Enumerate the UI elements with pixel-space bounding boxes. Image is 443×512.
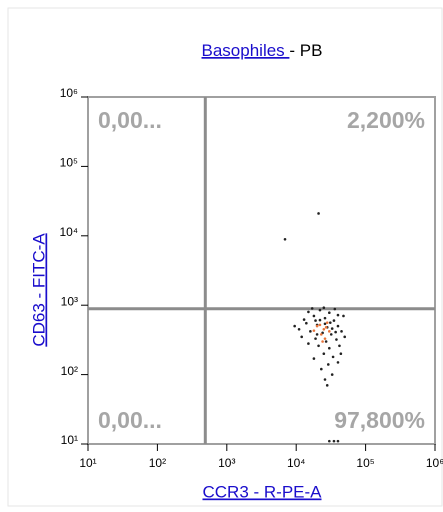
event-dot	[320, 333, 323, 336]
event-dot	[336, 313, 340, 317]
event-dot	[328, 311, 331, 314]
event-dot	[323, 316, 327, 320]
event-dot	[329, 321, 332, 324]
chart-title: Basophiles - PB	[202, 41, 323, 60]
event-dot	[323, 378, 327, 381]
event-dot	[309, 330, 312, 333]
y-axis-label[interactable]: CD63 - FITC-A	[29, 233, 48, 347]
event-dot	[322, 352, 326, 356]
quadrant-label: 97,800%	[334, 407, 425, 433]
event-dot	[331, 355, 335, 359]
event-dot	[317, 212, 320, 215]
panel-border	[7, 7, 443, 507]
event-dot	[326, 363, 330, 366]
event-dot	[297, 327, 301, 331]
event-dot	[310, 307, 314, 310]
event-dot	[329, 333, 333, 336]
title-link[interactable]: Basophiles	[202, 41, 290, 60]
event-dot	[305, 321, 308, 325]
event-dot	[321, 340, 324, 343]
event-dot	[330, 327, 334, 330]
y-tick-label: 10⁵	[60, 156, 78, 170]
quadrant-label: 0,00...	[98, 107, 162, 133]
event-dot	[322, 327, 326, 331]
x-tick-label: 10⁶	[426, 456, 443, 470]
event-dot	[283, 238, 287, 241]
event-dot	[314, 319, 317, 322]
event-dot	[325, 321, 329, 324]
event-dot	[324, 326, 328, 329]
plot-frame	[87, 96, 436, 445]
event-dot	[332, 319, 336, 322]
event-dot	[314, 337, 317, 340]
event-dot	[338, 344, 341, 348]
y-tick-label: 10⁶	[60, 86, 78, 100]
event-dot	[300, 335, 303, 339]
event-dot	[322, 306, 326, 310]
event-dot	[336, 439, 340, 443]
y-tick-label: 10¹	[61, 433, 78, 447]
event-dot	[318, 318, 322, 322]
event-dot	[328, 439, 331, 443]
event-dot	[336, 361, 340, 364]
event-dot	[332, 439, 336, 443]
event-dot	[307, 342, 310, 345]
x-axis-label[interactable]: CCR3 - R-PE-A	[202, 482, 322, 501]
event-dot	[318, 308, 322, 312]
event-dot	[330, 373, 334, 376]
event-dot	[325, 384, 329, 387]
y-tick-label: 10⁴	[59, 225, 78, 239]
event-dot	[317, 344, 320, 348]
event-dot	[320, 367, 323, 371]
title-text: - PB	[289, 41, 322, 60]
event-dot	[315, 333, 319, 336]
event-dot	[336, 324, 340, 328]
x-tick-label: 10²	[149, 456, 166, 470]
quadrant-label: 0,00...	[98, 407, 162, 433]
x-tick-label: 10⁴	[287, 456, 306, 470]
y-tick-label: 10³	[61, 294, 78, 308]
event-dot	[335, 338, 338, 341]
event-dot	[307, 310, 310, 314]
event-dot	[343, 335, 347, 339]
x-tick-label: 10⁵	[356, 456, 374, 470]
event-dot	[312, 357, 316, 360]
event-dot	[334, 330, 337, 334]
event-dot	[302, 318, 306, 321]
x-tick-label: 10¹	[79, 456, 96, 470]
x-tick-label: 10³	[218, 456, 235, 470]
event-dot	[339, 352, 343, 356]
y-tick-label: 10²	[61, 364, 78, 378]
event-dot	[324, 340, 328, 343]
event-dot	[315, 324, 319, 328]
quadrant-label: 2,200%	[347, 107, 425, 133]
event-dot	[312, 329, 316, 332]
event-dot	[323, 337, 327, 340]
event-dot	[318, 323, 322, 327]
event-dot	[293, 324, 296, 328]
event-dot	[323, 322, 327, 326]
event-dot	[333, 307, 337, 311]
event-dot	[328, 346, 331, 350]
event-dot	[342, 314, 345, 318]
event-dot	[312, 314, 316, 318]
event-dot	[328, 330, 331, 333]
event-dot	[340, 330, 343, 333]
